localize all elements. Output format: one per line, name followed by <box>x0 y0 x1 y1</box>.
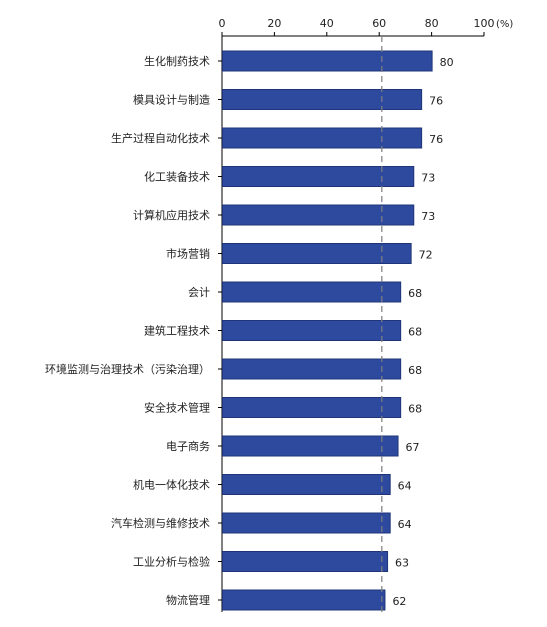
bar <box>222 551 389 572</box>
bar <box>222 166 415 187</box>
category-label: 模具设计与制造 <box>133 93 210 107</box>
data-label: 63 <box>395 557 409 570</box>
category-label: 电子商务 <box>166 439 210 453</box>
bar <box>222 320 402 341</box>
data-label: 68 <box>408 326 422 339</box>
bar <box>222 204 415 226</box>
data-label: 76 <box>429 133 443 146</box>
data-label: 68 <box>408 364 422 377</box>
data-label: 76 <box>429 95 443 108</box>
category-label: 汽车检测与维修技术 <box>111 516 210 530</box>
data-label: 68 <box>408 287 422 300</box>
bar <box>222 127 423 149</box>
category-label: 生产过程自动化技术 <box>111 131 210 145</box>
data-label: 67 <box>406 441 420 454</box>
bar <box>222 358 402 380</box>
bar <box>222 281 402 303</box>
x-tick-label: 40 <box>320 17 334 30</box>
category-label: 计算机应用技术 <box>133 208 210 222</box>
category-label: 机电一体化技术 <box>133 478 210 492</box>
category-label: 环境监测与治理技术（污染治理） <box>45 362 210 376</box>
category-label: 物流管理 <box>166 593 210 607</box>
category-label: 安全技术管理 <box>144 401 210 415</box>
data-label: 73 <box>421 210 435 223</box>
bar <box>222 589 386 611</box>
x-tick-label: 60 <box>372 17 386 30</box>
category-label: 生化制药技术 <box>144 54 210 68</box>
data-label: 72 <box>419 249 433 262</box>
bar <box>222 474 391 495</box>
labels-layer: 生化制药技术 80 模具设计与制造 76 生产过程自动化技术 76 化工装备技术 73 计算机应… <box>45 54 454 608</box>
data-label: 68 <box>408 403 422 416</box>
category-label: 市场营销 <box>166 247 210 261</box>
x-tick-label: 100 <box>474 17 495 30</box>
x-tick-label: 20 <box>267 17 281 30</box>
bars-layer <box>222 50 433 611</box>
category-label: 会计 <box>188 286 210 299</box>
data-label: 62 <box>392 595 406 608</box>
category-label: 工业分析与检验 <box>133 555 210 569</box>
data-label: 73 <box>421 172 435 185</box>
bar <box>222 435 399 457</box>
x-tick-label: 80 <box>425 17 439 30</box>
data-label: 64 <box>398 480 412 493</box>
bar <box>222 50 433 72</box>
bar <box>222 89 423 110</box>
x-tick-label: 0 <box>219 17 226 30</box>
category-label: 建筑工程技术 <box>144 324 210 338</box>
data-label: 80 <box>440 56 454 69</box>
bar <box>222 243 412 264</box>
category-label: 化工装备技术 <box>144 170 210 184</box>
bar <box>222 397 402 418</box>
x-axis-unit-label: (%) <box>496 19 513 30</box>
bar <box>222 512 391 534</box>
data-label: 64 <box>398 518 412 531</box>
